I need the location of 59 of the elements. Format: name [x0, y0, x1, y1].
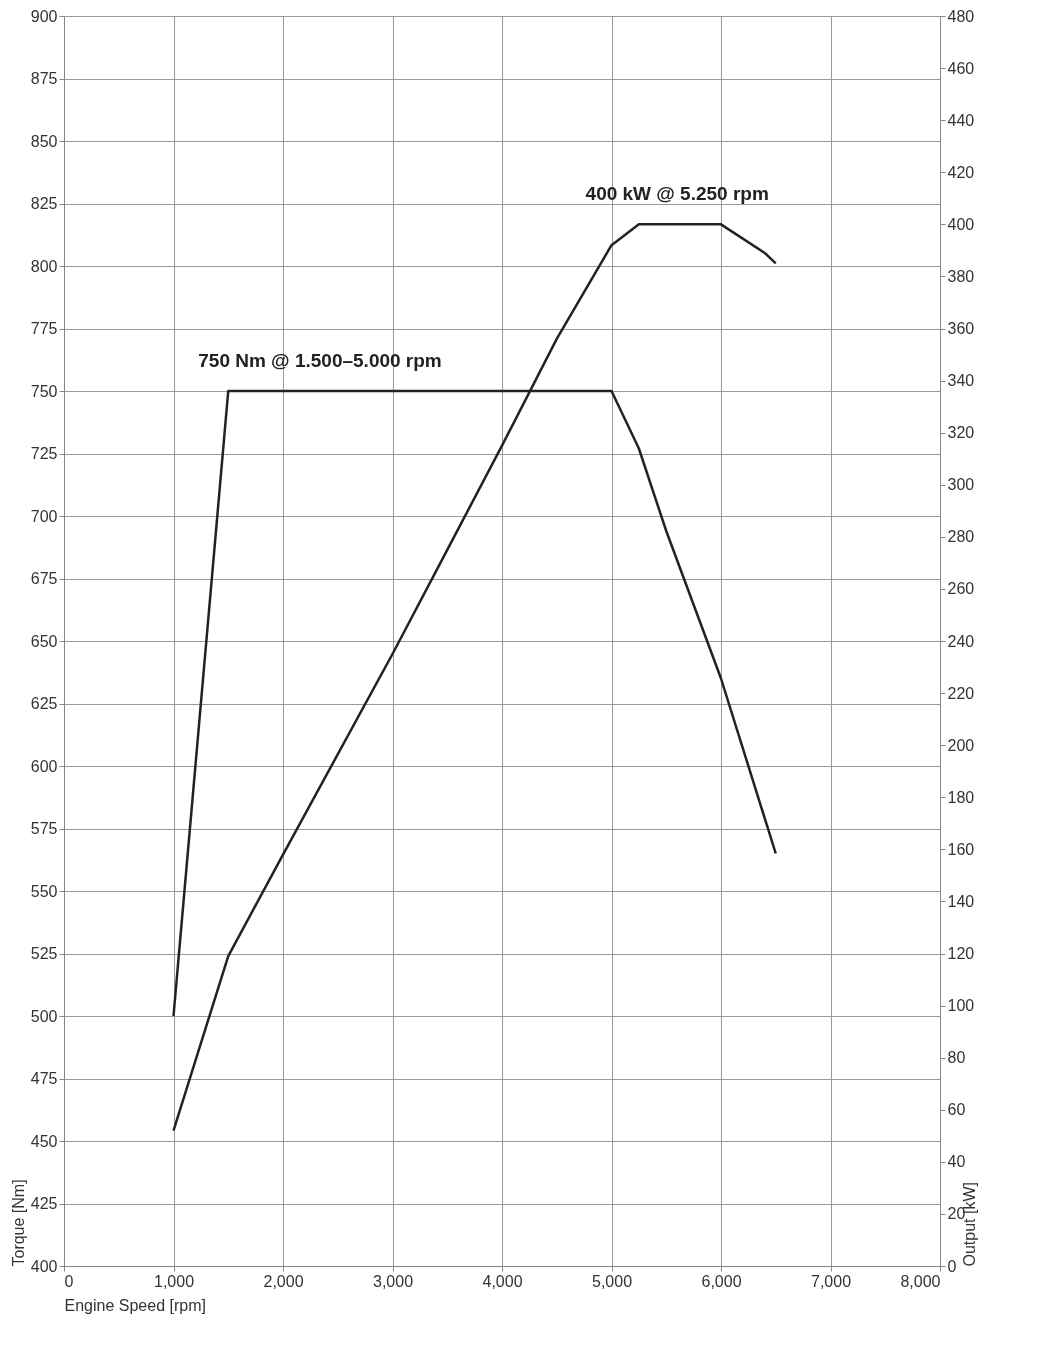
annotation: 400 kW @ 5.250 rpm — [585, 182, 769, 204]
x-axis-title: Engine Speed [rpm] — [64, 1296, 206, 1314]
y2-tick-label: 460 — [947, 59, 975, 77]
x-tick-label: 2,000 — [263, 1272, 304, 1290]
y-tick-label: 600 — [30, 757, 58, 775]
y2-tick-label: 480 — [947, 7, 975, 25]
y2-tick-label: 340 — [947, 372, 975, 390]
y-tick-label: 400 — [30, 1257, 58, 1275]
y2-tick-label: 240 — [947, 632, 975, 650]
x-tick-label: 5,000 — [591, 1272, 633, 1290]
x-tick-label: 6,000 — [701, 1272, 742, 1290]
y-tick-label: 850 — [30, 132, 58, 150]
y-tick-label: 500 — [30, 1007, 58, 1025]
x-tick-label: 8,000 — [900, 1272, 941, 1290]
y2-tick-label: 300 — [947, 476, 975, 494]
y-tick-label: 800 — [30, 257, 58, 275]
y2-tick-label: 320 — [947, 424, 975, 442]
y-tick-label: 475 — [30, 1070, 58, 1087]
y-tick-label: 825 — [30, 195, 58, 212]
y2-tick-label: 120 — [947, 945, 975, 962]
y-tick-label: 700 — [30, 507, 58, 525]
y-tick-label: 875 — [30, 70, 58, 87]
y-tick-label: 725 — [30, 445, 58, 462]
y-tick-label: 425 — [30, 1195, 58, 1212]
y-tick-label: 900 — [30, 7, 58, 25]
x-tick-label: 3,000 — [372, 1272, 414, 1290]
y-tick-label: 750 — [30, 382, 58, 400]
x-tick-label: 1,000 — [153, 1272, 195, 1290]
y2-tick-label: 260 — [947, 580, 975, 598]
y2-tick-label: 0 — [947, 1257, 957, 1275]
y-tick-label: 625 — [30, 695, 58, 712]
y2-tick-label: 160 — [947, 840, 975, 858]
y2-tick-label: 360 — [947, 320, 975, 337]
y2-tick-label: 220 — [947, 684, 975, 702]
y-tick-label: 450 — [30, 1132, 58, 1150]
y-tick-label: 675 — [30, 570, 58, 587]
y2-tick-label: 440 — [947, 111, 975, 129]
x-tick-label: 4,000 — [482, 1272, 523, 1290]
x-tick-label: 7,000 — [810, 1272, 852, 1290]
y-tick-label: 575 — [30, 820, 58, 837]
y2-tick-label: 280 — [947, 528, 975, 546]
x-tick-label: 0 — [64, 1272, 74, 1290]
y2-tick-label: 60 — [947, 1101, 966, 1119]
y2-tick-label: 420 — [947, 163, 975, 181]
y2-tick-label: 180 — [947, 788, 975, 806]
y-tick-label: 650 — [30, 632, 58, 650]
annotation: 750 Nm @ 1.500–5.000 rpm — [198, 350, 442, 371]
y2-tick-label: 380 — [947, 267, 975, 285]
y-tick-label: 775 — [30, 320, 58, 337]
y-axis-title: Torque [Nm] — [9, 1179, 27, 1267]
y2-tick-label: 140 — [947, 892, 975, 910]
y2-tick-label: 40 — [947, 1153, 966, 1171]
y2-tick-label: 80 — [947, 1049, 966, 1067]
y-tick-label: 525 — [30, 945, 58, 962]
y2-tick-label: 400 — [947, 215, 975, 233]
y2-tick-label: 200 — [947, 736, 975, 754]
y2-tick-label: 100 — [947, 997, 975, 1015]
y-tick-label: 550 — [30, 882, 58, 900]
line-series — [172, 223, 777, 1132]
